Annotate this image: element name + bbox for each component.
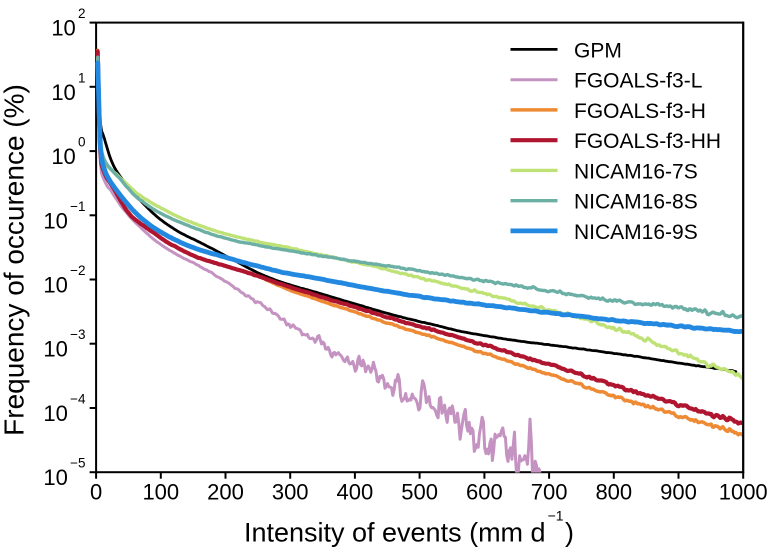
svg-text:NICAM16-9S: NICAM16-9S xyxy=(574,221,698,244)
svg-text:10: 10 xyxy=(51,16,75,41)
svg-text:200: 200 xyxy=(207,479,244,504)
svg-text:−1: −1 xyxy=(70,199,85,214)
svg-text:NICAM16-8S: NICAM16-8S xyxy=(574,191,698,214)
svg-text:400: 400 xyxy=(337,479,374,504)
svg-text:2: 2 xyxy=(78,6,86,21)
svg-text:10: 10 xyxy=(43,273,67,298)
svg-text:0: 0 xyxy=(90,479,102,504)
svg-text:10: 10 xyxy=(43,208,67,233)
svg-text:10: 10 xyxy=(43,465,67,490)
svg-text:−2: −2 xyxy=(70,263,85,278)
svg-text:100: 100 xyxy=(142,479,179,504)
svg-text:1: 1 xyxy=(78,70,86,85)
svg-text:FGOALS-f3-H: FGOALS-f3-H xyxy=(574,100,706,123)
svg-text:10: 10 xyxy=(51,80,75,105)
svg-text:500: 500 xyxy=(401,479,438,504)
svg-text:10: 10 xyxy=(51,144,75,169)
svg-text:−5: −5 xyxy=(70,456,85,471)
svg-text:300: 300 xyxy=(272,479,309,504)
svg-text:NICAM16-7S: NICAM16-7S xyxy=(574,160,698,183)
svg-text:10: 10 xyxy=(43,337,67,362)
svg-text:0: 0 xyxy=(78,135,86,150)
svg-text:Frequency of occurence (%): Frequency of occurence (%) xyxy=(0,84,30,436)
svg-text:GPM: GPM xyxy=(574,39,622,62)
svg-text:600: 600 xyxy=(466,479,503,504)
svg-text:FGOALS-f3-HH: FGOALS-f3-HH xyxy=(574,130,721,153)
svg-text:900: 900 xyxy=(660,479,697,504)
svg-text:700: 700 xyxy=(531,479,568,504)
svg-text:−3: −3 xyxy=(70,327,85,342)
svg-text:FGOALS-f3-L: FGOALS-f3-L xyxy=(574,70,702,93)
svg-text:800: 800 xyxy=(595,479,632,504)
svg-text:1000: 1000 xyxy=(719,479,768,504)
svg-text:−4: −4 xyxy=(70,392,86,407)
svg-text:10: 10 xyxy=(43,401,67,426)
